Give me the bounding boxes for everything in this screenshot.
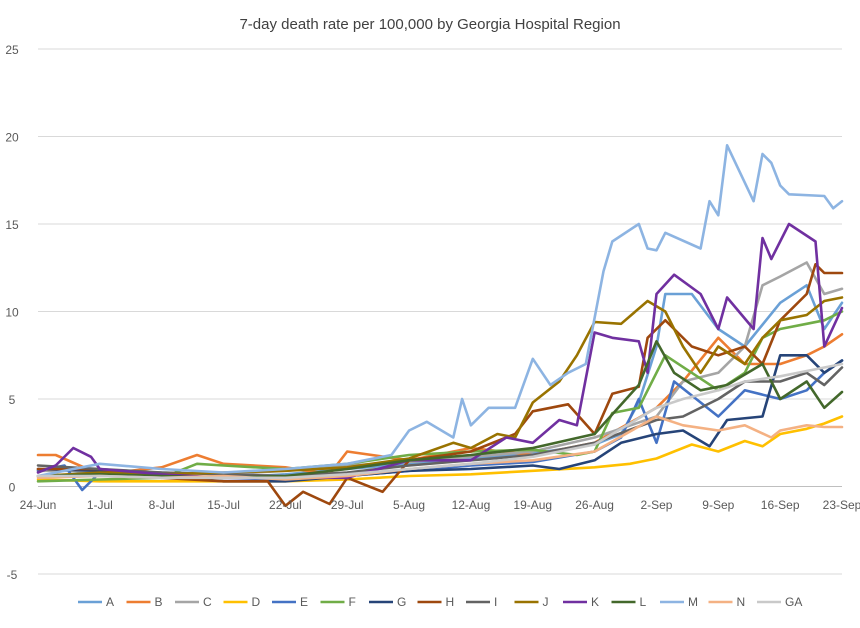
x-tick-label: 19-Aug xyxy=(513,498,552,512)
legend-label: N xyxy=(737,595,746,609)
legend: A B C D E F G H I J K L M N GA xyxy=(78,595,802,609)
series-line-h xyxy=(36,263,844,508)
legend-item-b: B xyxy=(126,595,163,609)
y-tick-label: 15 xyxy=(5,218,19,232)
legend-label: J xyxy=(543,595,549,609)
legend-item-e: E xyxy=(272,595,308,609)
series-line-k xyxy=(36,222,844,480)
x-tick-label: 24-Jun xyxy=(20,498,57,512)
y-tick-label: 20 xyxy=(5,131,19,145)
legend-label: D xyxy=(252,595,261,609)
legend-label: K xyxy=(591,595,599,609)
legend-item-d: D xyxy=(223,595,261,609)
legend-item-ga: GA xyxy=(757,595,802,609)
legend-item-c: C xyxy=(175,595,212,609)
y-tick-label: 25 xyxy=(5,43,19,57)
chart-title: 7-day death rate per 100,000 by Georgia … xyxy=(239,16,620,33)
legend-label: C xyxy=(203,595,212,609)
series-lines xyxy=(36,144,844,508)
x-tick-label: 5-Aug xyxy=(393,498,425,512)
legend-item-j: J xyxy=(514,595,549,609)
x-tick-label: 22-Jul xyxy=(269,498,302,512)
legend-item-m: M xyxy=(660,595,698,609)
legend-label: B xyxy=(155,595,163,609)
legend-label: GA xyxy=(785,595,802,609)
y-tick-label: -5 xyxy=(7,568,18,582)
x-axis-tick-labels: 24-Jun 1-Jul 8-Jul 15-Jul 22-Jul 29-Jul 5-Aug 1… xyxy=(20,498,860,512)
legend-item-n: N xyxy=(708,595,746,609)
series-line-n xyxy=(36,415,844,481)
x-tick-label: 9-Sep xyxy=(702,498,734,512)
legend-label: M xyxy=(688,595,698,609)
legend-label: G xyxy=(397,595,406,609)
x-tick-label: 15-Jul xyxy=(207,498,240,512)
x-tick-label: 23-Sep xyxy=(823,498,860,512)
legend-item-h: H xyxy=(417,595,455,609)
series-line-m xyxy=(36,144,844,478)
x-tick-label: 1-Jul xyxy=(87,498,113,512)
legend-label: A xyxy=(106,595,114,609)
y-tick-label: 10 xyxy=(5,306,19,320)
x-tick-label: 12-Aug xyxy=(452,498,491,512)
y-tick-label: 5 xyxy=(9,393,16,407)
x-tick-label: 26-Aug xyxy=(575,498,614,512)
series-line-ga xyxy=(36,362,844,480)
x-tick-label: 29-Jul xyxy=(331,498,364,512)
series-line-j xyxy=(36,296,844,478)
legend-label: H xyxy=(446,595,455,609)
legend-label: L xyxy=(640,595,647,609)
y-axis-tick-labels: -5 0 5 10 15 20 25 xyxy=(5,43,19,582)
x-tick-label: 16-Sep xyxy=(761,498,800,512)
legend-item-a: A xyxy=(78,595,114,609)
legend-item-g: G xyxy=(369,595,406,609)
legend-label: E xyxy=(300,595,308,609)
y-tick-label: 0 xyxy=(9,481,16,495)
legend-item-k: K xyxy=(563,595,599,609)
legend-item-l: L xyxy=(611,595,647,609)
legend-item-i: I xyxy=(466,595,497,609)
legend-label: F xyxy=(349,595,356,609)
legend-label: I xyxy=(494,595,497,609)
x-tick-label: 2-Sep xyxy=(640,498,672,512)
x-tick-label: 8-Jul xyxy=(149,498,175,512)
gridlines xyxy=(38,48,842,575)
legend-item-f: F xyxy=(320,595,356,609)
